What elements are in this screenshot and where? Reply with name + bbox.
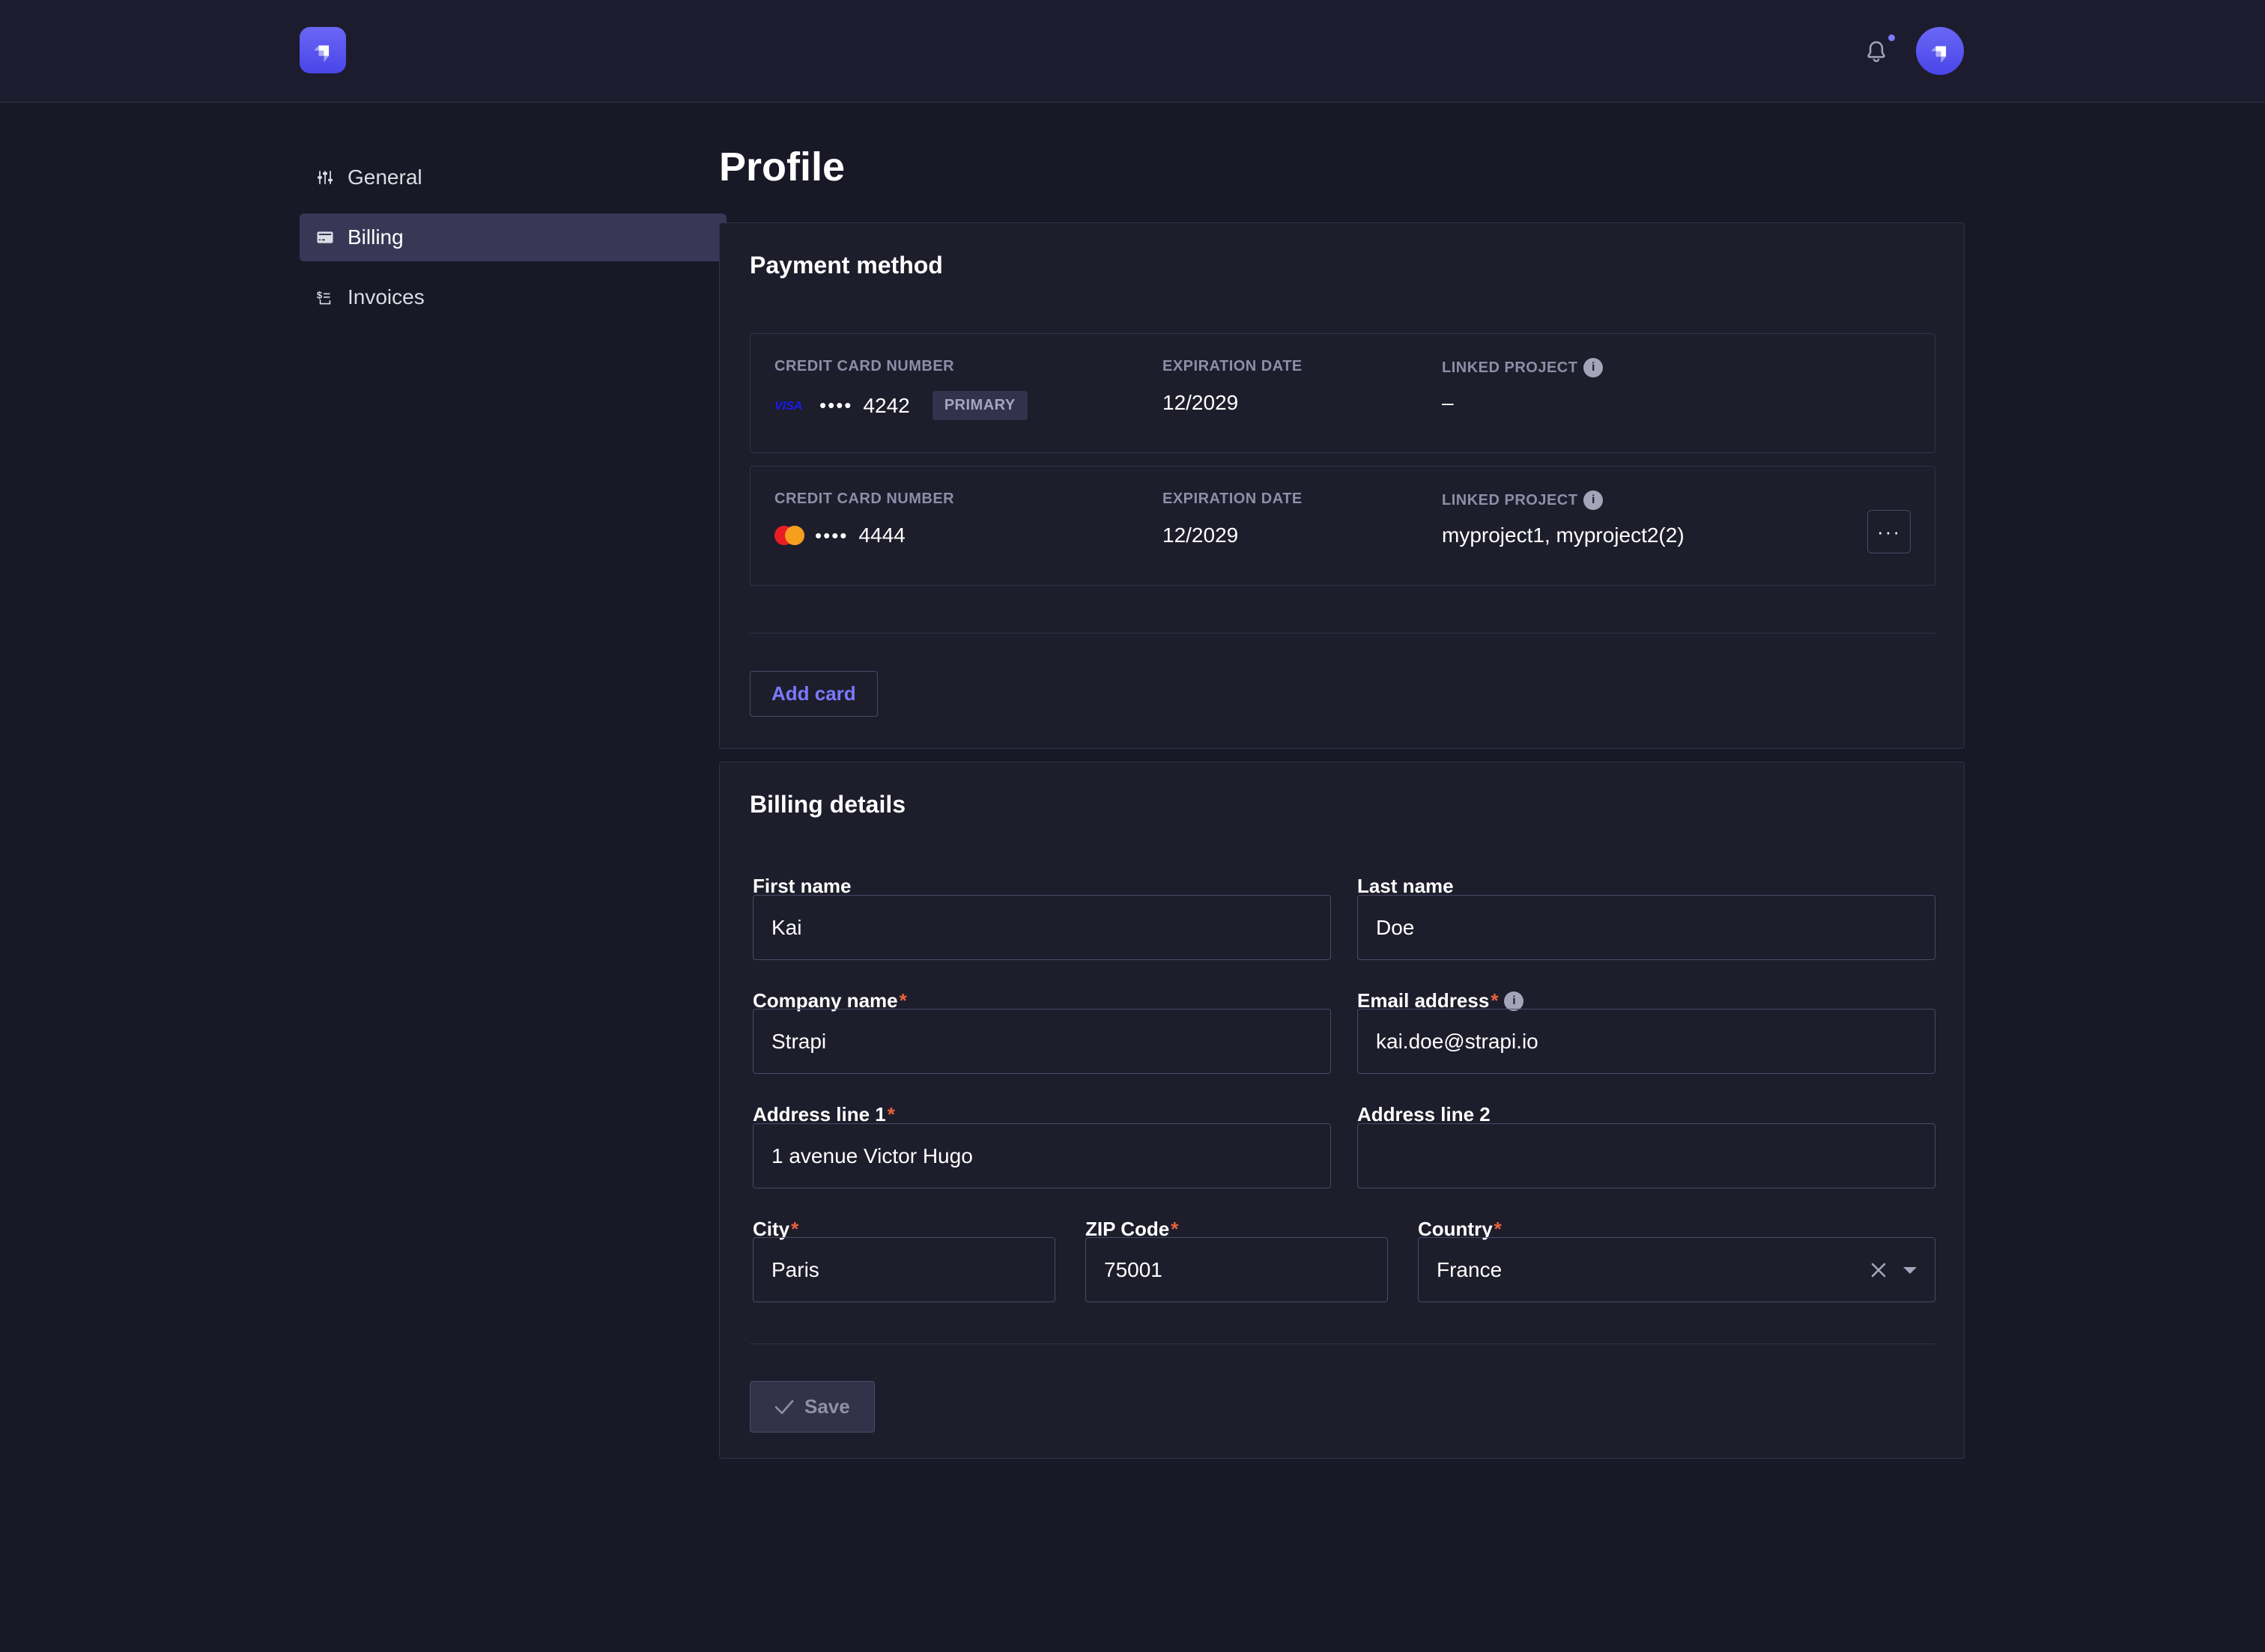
svg-text:$: $ xyxy=(317,289,322,300)
svg-text:VISA: VISA xyxy=(774,400,802,412)
